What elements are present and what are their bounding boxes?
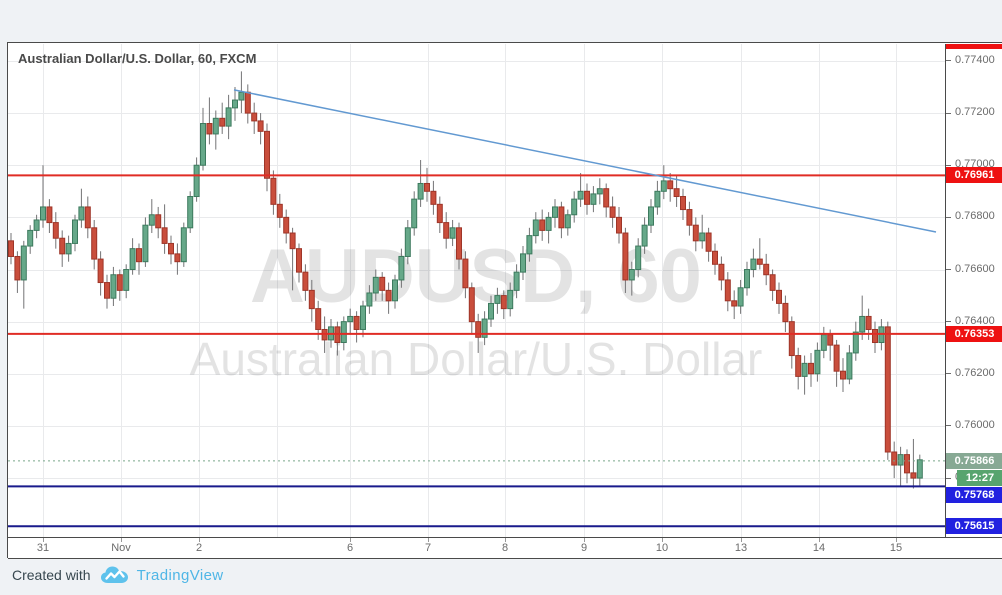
- created-with-text: Created with: [12, 567, 91, 583]
- time-tick-label: 8: [501, 542, 509, 554]
- price-axis[interactable]: 0.77400 0.77200 0.77000 0.76800 0.76600 0.764…: [945, 44, 1002, 537]
- candles-layer: [8, 71, 923, 489]
- price-tick-dash: [946, 60, 951, 62]
- price-tick-dash: [946, 164, 951, 166]
- price-label-0.75768: 0.75768: [946, 486, 1002, 503]
- price-tick-dash: [946, 269, 951, 270]
- tradingview-logo-link[interactable]: TradingView: [100, 565, 224, 586]
- time-tick-dash: [428, 538, 429, 542]
- time-tick-label: 14: [812, 542, 826, 554]
- price-tick-label: 0.77000: [955, 158, 995, 171]
- trend-line[interactable]: [233, 89, 937, 233]
- price-tick-label: 0.76200: [955, 366, 995, 379]
- chart-canvas[interactable]: AUDUSD, 60 Australian Dollar/U.S. Dollar: [8, 44, 945, 537]
- time-tick-label: 10: [655, 542, 669, 554]
- price-tick-dash: [946, 373, 951, 375]
- price-tick-dash: [946, 216, 951, 218]
- drawings-layer[interactable]: [8, 89, 945, 528]
- price-label-0.75866: 0.75866: [946, 452, 1002, 469]
- time-tick-label: 7: [424, 542, 432, 554]
- time-tick-dash: [350, 538, 351, 542]
- time-tick-dash: [505, 538, 506, 542]
- chart-panel: Australian Dollar/U.S. Dollar, 60, FXCM …: [7, 42, 1002, 559]
- watermark-name: Australian Dollar/U.S. Dollar: [190, 333, 763, 385]
- time-tick-label: 9: [580, 542, 588, 554]
- price-tick-label: 0.76400: [955, 314, 995, 327]
- time-tick-label: 6: [346, 542, 354, 554]
- clipped-price-label: [946, 44, 1002, 49]
- time-tick-dash: [896, 538, 897, 542]
- tradingview-cloud-icon: [100, 566, 128, 583]
- bar-countdown-label: 12:27: [957, 469, 1002, 486]
- price-label-0.76353: 0.76353: [946, 325, 1002, 342]
- price-tick-label: 0.77200: [955, 106, 995, 119]
- time-tick-dash: [662, 538, 663, 542]
- price-tick-label: 0.76800: [955, 210, 995, 223]
- time-tick-label: Nov: [111, 542, 131, 554]
- time-tick-dash: [819, 538, 820, 542]
- time-tick-dash: [741, 538, 742, 542]
- price-tick-label: 0.76600: [955, 262, 995, 275]
- price-tick-label: 0.77400: [955, 53, 995, 66]
- time-tick-dash: [584, 538, 585, 542]
- price-tick-dash: [946, 321, 951, 323]
- price-tick-dash: [946, 425, 951, 427]
- time-axis[interactable]: 31 Nov 2 6 7 8 9 10 13 14 15: [8, 537, 1002, 559]
- time-tick-dash: [199, 538, 200, 542]
- price-label-0.75615: 0.75615: [946, 518, 1002, 535]
- time-tick-label: 2: [195, 542, 203, 554]
- price-tick-label: 0.76000: [955, 418, 995, 431]
- price-tick-dash: [946, 477, 951, 479]
- time-tick-label: 31: [36, 542, 50, 554]
- time-tick-dash: [43, 538, 44, 542]
- time-tick-label: 15: [889, 542, 903, 554]
- footer: Created with TradingView: [12, 562, 224, 588]
- price-tick-dash: [946, 112, 951, 114]
- time-tick-label: 13: [734, 542, 748, 554]
- chart-title: Australian Dollar/U.S. Dollar, 60, FXCM: [18, 51, 257, 66]
- time-tick-dash: [121, 538, 122, 542]
- price-label-0.76961: 0.76961: [946, 167, 1002, 184]
- tradingview-brand-text: TradingView: [136, 566, 224, 584]
